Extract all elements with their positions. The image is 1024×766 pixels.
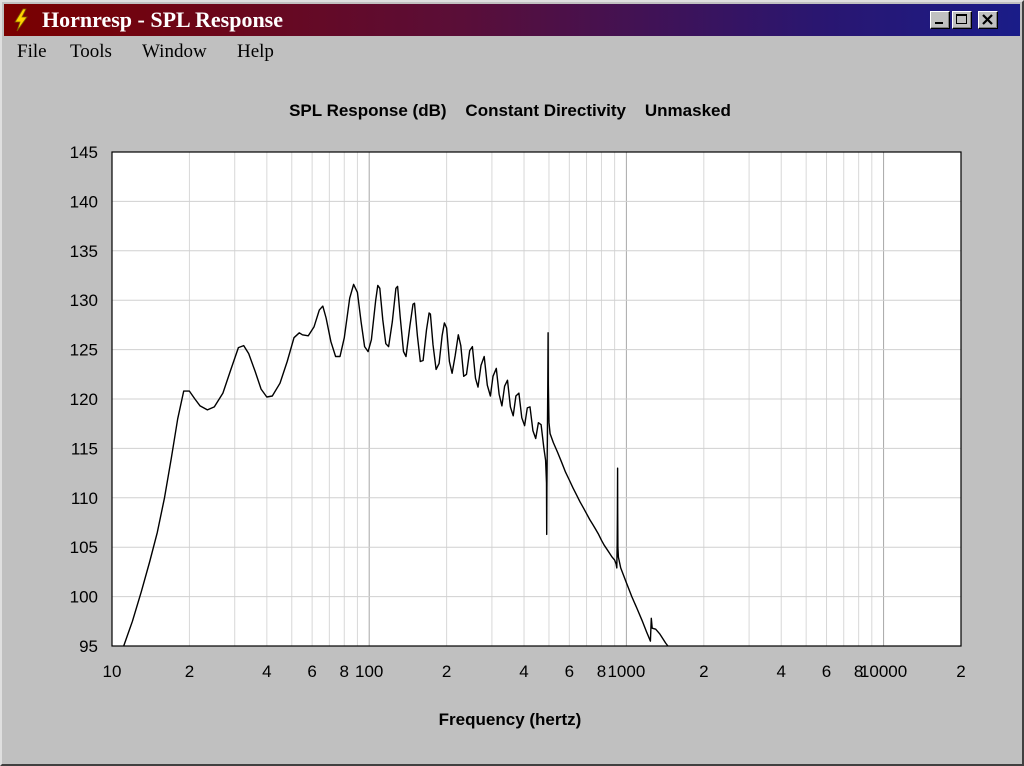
minimize-button[interactable] [930, 11, 950, 29]
x-tick-label: 2 [185, 662, 194, 681]
y-tick-label: 95 [79, 637, 98, 656]
x-tick-label: 10 [103, 662, 122, 681]
close-button[interactable] [978, 11, 998, 29]
maximize-icon [956, 14, 967, 24]
x-tick-label: 8 [597, 662, 606, 681]
x-tick-label: 1000 [607, 662, 645, 681]
x-tick-label: 4 [519, 662, 528, 681]
chart-title: SPL Response (dB) Constant Directivity U… [289, 101, 731, 120]
x-tick-label: 2 [956, 662, 965, 681]
y-tick-label: 110 [71, 489, 98, 508]
x-tick-label: 6 [307, 662, 316, 681]
x-tick-label: 6 [822, 662, 831, 681]
plot-border [111, 151, 962, 647]
title-bar[interactable]: Hornresp - SPL Response [4, 4, 1020, 36]
window-title: Hornresp - SPL Response [42, 7, 284, 32]
y-tick-label: 130 [70, 291, 98, 310]
menu-file[interactable]: File [17, 41, 47, 62]
x-tick-label: 100 [355, 662, 383, 681]
x-axis-title: Frequency (hertz) [439, 710, 582, 729]
horizontal-gridlines [112, 200, 961, 598]
x-tick-label: 4 [776, 662, 785, 681]
y-tick-label: 135 [70, 242, 98, 261]
y-tick-label: 120 [70, 390, 98, 409]
x-tick-label: 8 [854, 662, 863, 681]
maximize-button[interactable] [952, 11, 972, 29]
close-icon [982, 14, 993, 25]
spl-curve [123, 283, 669, 647]
x-tick-label: 2 [442, 662, 451, 681]
menu-bar: File Tools Window Help [4, 38, 1020, 66]
x-tick-label: 4 [262, 662, 271, 681]
y-tick-label: 145 [70, 143, 98, 162]
x-tick-label: 10000 [860, 662, 907, 681]
menu-tools[interactable]: Tools [70, 41, 112, 62]
y-tick-label: 100 [70, 588, 98, 607]
menu-window[interactable]: Window [142, 41, 207, 62]
y-axis-labels: 95 100 105 110 115 120 125 130 135 140 145 [70, 143, 98, 656]
x-tick-label: 2 [699, 662, 708, 681]
y-tick-label: 105 [70, 538, 98, 557]
y-tick-label: 140 [70, 192, 98, 211]
y-tick-label: 115 [71, 439, 98, 458]
minimize-icon [935, 22, 943, 24]
menu-help[interactable]: Help [237, 41, 274, 62]
y-tick-label: 125 [70, 341, 98, 360]
x-tick-label: 6 [565, 662, 574, 681]
lightning-bolt-icon [14, 8, 28, 32]
x-tick-label: 8 [340, 662, 349, 681]
